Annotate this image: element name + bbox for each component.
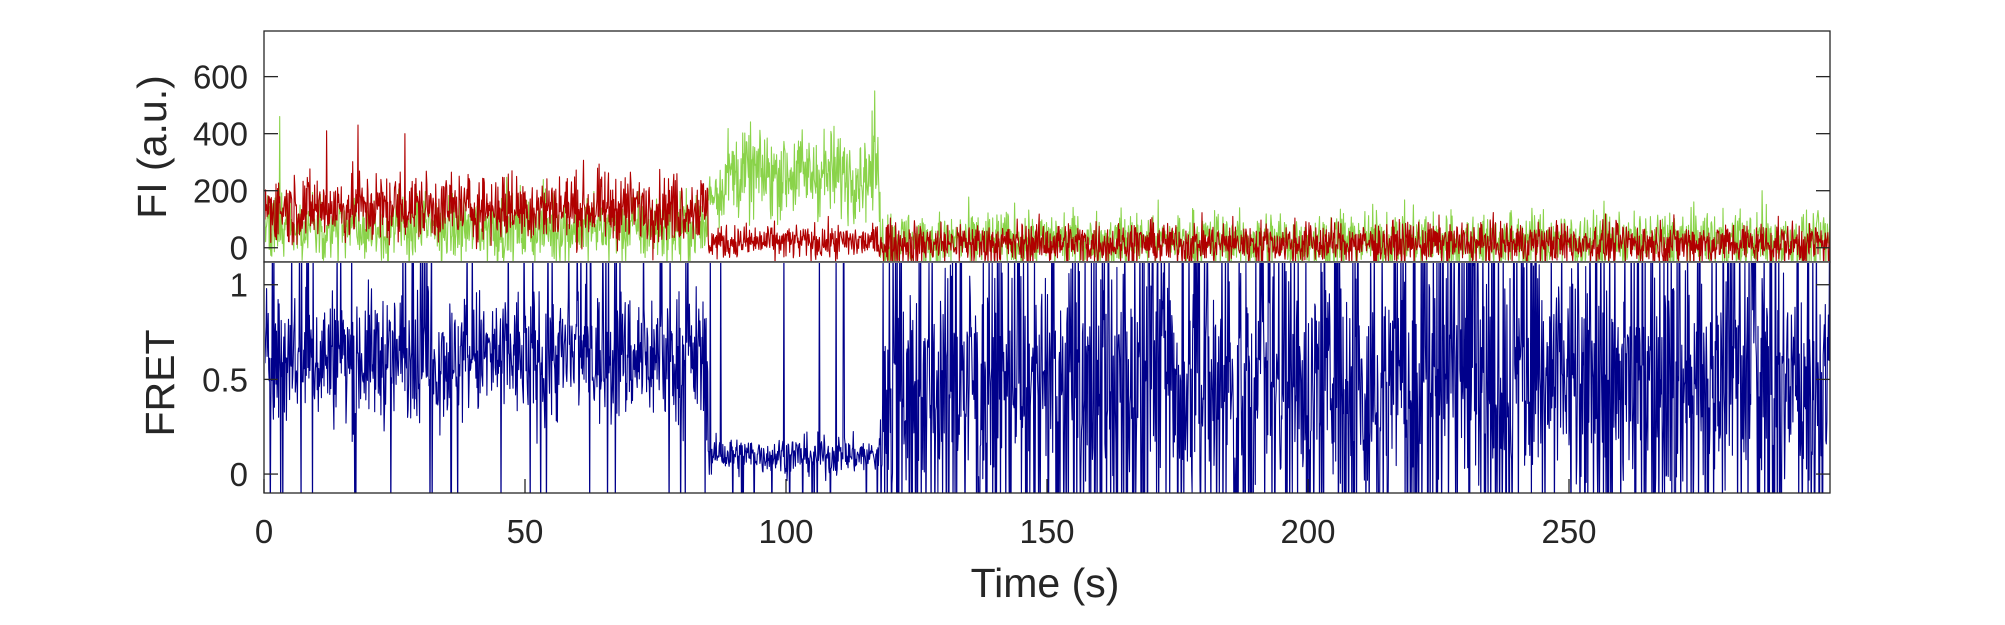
x-tick-label: 50 (507, 513, 544, 550)
fluorescence-panel: 0 200 400 600 FI (a.u.) (129, 30, 1831, 267)
fluorescence-series-1-line (265, 124, 1830, 261)
fluorescence-traces (265, 90, 1830, 261)
fluorescence-y-tick-label: 0 (230, 230, 248, 267)
x-tick-label: 250 (1541, 513, 1596, 550)
fret-y-axis-title: FRET (137, 329, 183, 436)
x-tick-label: 200 (1280, 513, 1335, 550)
time-x-axis-title: Time (s) (971, 560, 1120, 606)
fluorescence-y-tick-label: 600 (193, 59, 248, 96)
fret-y-tick-label: 1 (230, 267, 248, 304)
fret-axis-ticks: 0 0.5 1 0 50 100 150 200 250 (202, 267, 1830, 550)
x-tick-label: 150 (1019, 513, 1074, 550)
fret-panel: 0 0.5 1 0 50 100 150 200 250 FRET Time (s) (137, 261, 1831, 606)
fluorescence-y-tick-label: 200 (193, 173, 248, 210)
fluorescence-y-ticks: 0 200 400 600 (193, 59, 1830, 267)
fluorescence-y-tick-label: 400 (193, 116, 248, 153)
fret-traces (265, 263, 1830, 493)
x-tick-label: 100 (758, 513, 813, 550)
fret-series-0-line (265, 263, 1830, 493)
fret-y-tick-label: 0 (230, 456, 248, 493)
x-tick-label: 0 (255, 513, 273, 550)
fret-axes-box (263, 261, 1831, 494)
fret-y-tick-label: 0.5 (202, 361, 248, 398)
fluorescence-y-axis-title: FI (a.u.) (129, 75, 175, 219)
